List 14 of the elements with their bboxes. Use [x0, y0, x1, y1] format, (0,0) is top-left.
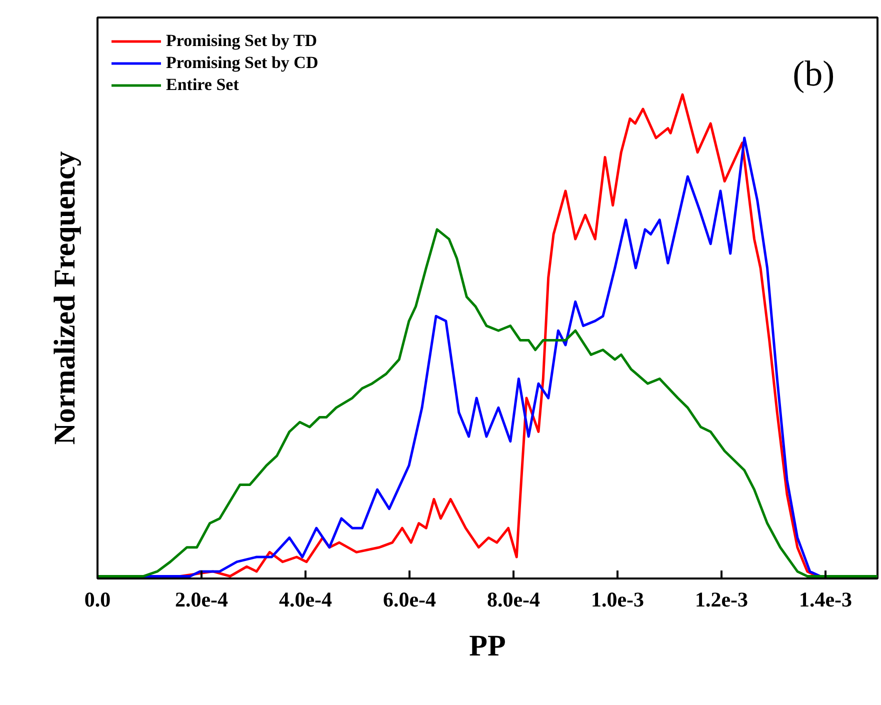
x-tick-label: 1.2e-3 — [694, 588, 748, 612]
x-tick-label: 1.0e-3 — [590, 588, 644, 612]
x-tick-label: 0.0 — [84, 588, 111, 612]
legend-label: Promising Set by TD — [166, 31, 317, 51]
y-axis-title: Normalized Frequency — [48, 151, 82, 445]
x-tick-label: 6.0e-4 — [382, 588, 437, 612]
x-tick-label: 1.4e-3 — [798, 588, 852, 612]
legend-label: Entire Set — [166, 75, 239, 95]
x-axis-title: PP — [469, 630, 506, 662]
x-tick-label: 2.0e-4 — [174, 588, 229, 612]
legend-label: Promising Set by CD — [166, 53, 318, 73]
text: (b) — [792, 53, 835, 94]
x-tick-label: 4.0e-4 — [278, 588, 333, 612]
x-tick-label: 8.0e-4 — [486, 588, 541, 612]
